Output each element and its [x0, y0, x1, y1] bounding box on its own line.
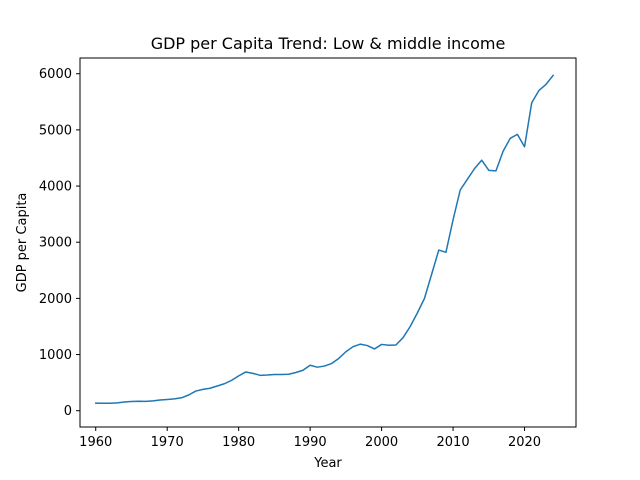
y-axis-title: GDP per Capita	[15, 193, 30, 293]
x-tick-label: 2020	[508, 435, 541, 450]
x-axis-ticks: 1960 1970 1980 1990 2000 2010 2020	[79, 427, 541, 450]
x-tick-label: 1990	[294, 435, 327, 450]
y-tick-label: 5000	[39, 123, 72, 138]
x-tick-label: 1980	[222, 435, 255, 450]
y-axis-ticks: 0 1000 2000 3000 4000 5000 6000	[39, 67, 80, 419]
y-tick-label: 3000	[39, 236, 72, 251]
x-tick-label: 1960	[79, 435, 112, 450]
y-tick-label: 6000	[39, 67, 72, 82]
x-tick-label: 2010	[437, 435, 470, 450]
y-tick-label: 1000	[39, 348, 72, 363]
plot-area-frame	[79, 57, 577, 428]
x-axis-title: Year	[313, 456, 342, 471]
y-tick-label: 4000	[39, 180, 72, 195]
x-tick-label: 2000	[365, 435, 398, 450]
series-layer	[94, 74, 555, 405]
y-tick-label: 0	[64, 404, 72, 419]
chart-title: GDP per Capita Trend: Low & middle incom…	[151, 34, 506, 53]
y-tick-label: 2000	[39, 292, 72, 307]
gdp-series-line	[94, 74, 555, 405]
x-tick-label: 1970	[151, 435, 184, 450]
